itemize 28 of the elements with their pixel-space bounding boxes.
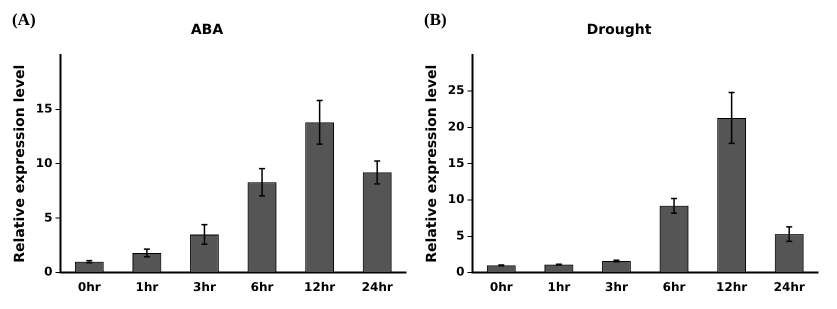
y-tick-label: 0 [456, 264, 464, 279]
chart-title: Drought [586, 22, 652, 38]
chart-title: ABA [190, 22, 224, 38]
x-tick-label: 1hr [547, 280, 570, 294]
x-tick-label: 3hr [193, 280, 216, 294]
y-tick-label: 15 [448, 156, 464, 170]
text: (B) [424, 10, 447, 29]
x-tick-label: 0hr [490, 280, 513, 294]
text: (A) [12, 10, 36, 29]
y-tick-label: 20 [448, 120, 464, 134]
y-tick-label: 10 [36, 156, 52, 170]
x-tick-label: 3hr [605, 280, 628, 294]
y-tick-label: 15 [36, 101, 52, 116]
y-tick-label: 5 [456, 228, 464, 242]
y-tick-label: 25 [448, 83, 464, 98]
y-tick-label: 10 [448, 192, 464, 206]
y-tick-label: 5 [44, 210, 52, 224]
y-axis-title: Relative expression level [12, 64, 28, 263]
x-tick-label: 12hr [304, 280, 336, 294]
x-tick-label: 0hr [78, 280, 101, 294]
x-tick-label: 6hr [250, 280, 274, 294]
x-tick-label: 1hr [135, 280, 158, 294]
x-tick-label: 12hr [716, 280, 748, 294]
x-tick-label: 6hr [662, 280, 686, 294]
x-tick-label: 24hr [774, 280, 805, 294]
y-axis-title: Relative expression level [424, 64, 440, 263]
x-tick-label: 24hr [362, 280, 393, 294]
y-tick-label: 0 [44, 264, 52, 279]
